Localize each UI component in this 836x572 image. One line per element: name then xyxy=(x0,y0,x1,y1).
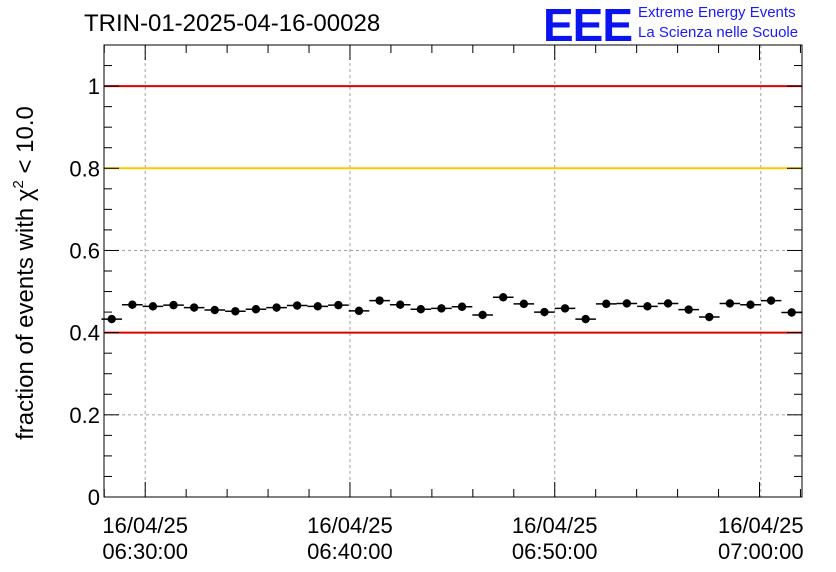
x-tick-date-1: 16/04/25 xyxy=(307,513,393,538)
data-point-5 xyxy=(204,305,226,315)
y-tick-label-5: 1 xyxy=(88,74,100,99)
marker-27 xyxy=(663,299,673,308)
marker-8 xyxy=(272,303,281,312)
data-point-6 xyxy=(225,307,246,316)
data-point-29 xyxy=(698,312,720,322)
x-tick-time-3: 07:00:00 xyxy=(718,539,804,564)
data-point-18 xyxy=(472,310,493,320)
data-point-4 xyxy=(183,303,205,312)
y-tick-label-2: 0.4 xyxy=(69,321,100,346)
axis-ticks xyxy=(103,44,802,498)
marker-12 xyxy=(354,306,364,316)
marker-29 xyxy=(705,312,714,322)
data-point-25 xyxy=(616,299,638,308)
x-tick-date-0: 16/04/25 xyxy=(102,513,188,538)
data-point-12 xyxy=(348,306,370,316)
data-point-16 xyxy=(431,304,452,313)
marker-33 xyxy=(787,308,796,317)
marker-18 xyxy=(478,310,487,320)
data-point-2 xyxy=(142,302,164,311)
eee-logo-mark: EEE xyxy=(543,0,633,51)
x-tick-time-2: 06:50:00 xyxy=(512,539,598,564)
data-point-28 xyxy=(678,305,699,314)
data-point-30 xyxy=(719,299,741,308)
x-tick-time-1: 06:40:00 xyxy=(307,539,393,564)
marker-15 xyxy=(416,305,426,314)
marker-31 xyxy=(746,300,755,309)
data-point-0 xyxy=(101,314,123,324)
marker-22 xyxy=(560,304,570,313)
y-axis-label-sup: 2 xyxy=(10,180,27,188)
data-point-26 xyxy=(637,302,658,311)
data-point-9 xyxy=(286,301,308,310)
marker-17 xyxy=(457,302,467,311)
y-tick-label-3: 0.6 xyxy=(69,238,100,263)
marker-0 xyxy=(107,314,116,324)
data-point-31 xyxy=(740,300,761,309)
marker-25 xyxy=(622,299,632,308)
y-axis-label-chi: χ xyxy=(12,188,39,201)
marker-5 xyxy=(210,305,219,315)
data-point-20 xyxy=(513,299,535,309)
marker-7 xyxy=(251,305,261,314)
eee-logo: EEE Extreme Energy Events La Scienza nel… xyxy=(543,0,833,51)
data-point-14 xyxy=(389,300,411,309)
logo-line-2: La Scienza nelle Scuole xyxy=(638,24,799,41)
y-axis-label-text: fraction of events with xyxy=(12,201,39,440)
marker-21 xyxy=(540,307,549,317)
marker-14 xyxy=(395,300,405,309)
data-point-8 xyxy=(266,303,287,312)
data-point-17 xyxy=(451,302,473,311)
data-point-23 xyxy=(575,314,596,324)
plot-frame xyxy=(103,44,803,498)
data-point-33 xyxy=(781,308,802,317)
data-point-3 xyxy=(163,300,184,310)
marker-24 xyxy=(602,299,611,309)
marker-2 xyxy=(148,302,158,311)
marker-26 xyxy=(643,302,652,311)
data-point-32 xyxy=(760,296,782,305)
marker-1 xyxy=(128,300,137,309)
x-tick-date-2: 16/04/25 xyxy=(512,513,598,538)
chart-title: TRIN-01-2025-04-16-00028 xyxy=(84,10,381,37)
logo-line-1: Extreme Energy Events xyxy=(638,4,796,21)
marker-20 xyxy=(519,299,529,309)
data-point-10 xyxy=(307,302,329,311)
data-point-19 xyxy=(492,293,514,302)
marker-32 xyxy=(766,296,776,305)
marker-6 xyxy=(231,307,240,316)
data-point-21 xyxy=(534,307,555,317)
marker-3 xyxy=(169,300,178,310)
marker-23 xyxy=(581,314,590,324)
x-tick-date-3: 16/04/25 xyxy=(718,513,804,538)
grid-lines xyxy=(104,45,802,497)
data-point-24 xyxy=(595,299,617,309)
marker-13 xyxy=(375,296,384,305)
marker-28 xyxy=(684,305,693,314)
marker-4 xyxy=(189,303,199,312)
y-tick-label-0: 0 xyxy=(88,485,100,510)
y-axis-label: fraction of events with χ2 < 10.0 xyxy=(10,106,39,440)
marker-11 xyxy=(334,300,343,310)
marker-10 xyxy=(313,302,322,311)
data-point-11 xyxy=(328,300,349,310)
data-point-7 xyxy=(245,305,267,314)
data-point-15 xyxy=(410,305,432,314)
marker-9 xyxy=(292,301,302,310)
data-point-13 xyxy=(369,296,390,305)
y-tick-label-4: 0.8 xyxy=(69,156,100,181)
marker-19 xyxy=(499,293,508,302)
x-tick-time-0: 06:30:00 xyxy=(102,539,188,564)
data-point-22 xyxy=(554,304,576,313)
marker-30 xyxy=(725,299,735,308)
y-axis-label-threshold: < 10.0 xyxy=(12,106,39,180)
marker-16 xyxy=(437,304,446,313)
data-point-27 xyxy=(657,299,679,308)
data-points xyxy=(101,293,802,324)
data-point-1 xyxy=(122,300,143,309)
y-tick-label-1: 0.2 xyxy=(69,403,100,428)
